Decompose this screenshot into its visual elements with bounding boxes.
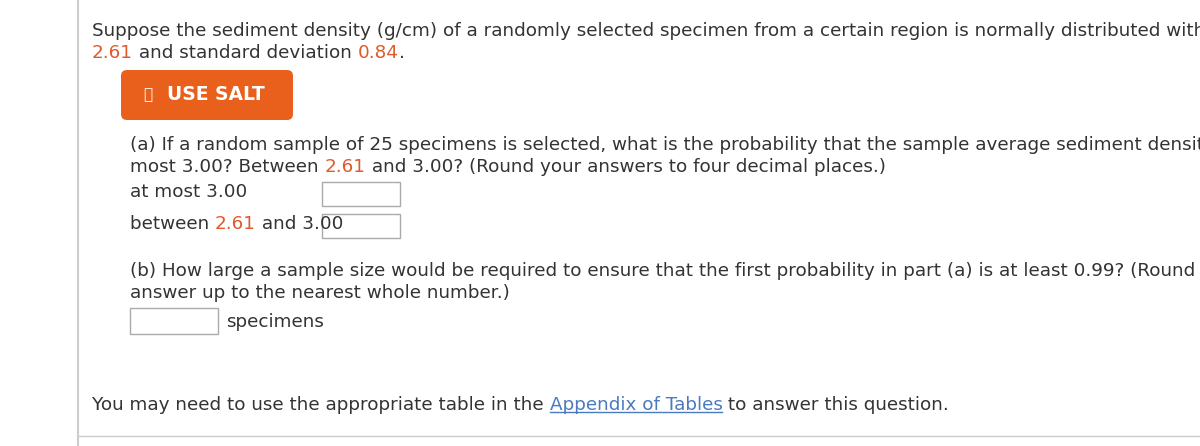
Text: 2.61: 2.61: [215, 215, 256, 233]
Bar: [130, 308, 218, 334]
Bar: [322, 182, 400, 206]
Text: at most 3.00: at most 3.00: [130, 183, 247, 201]
Text: (b) How large a sample size would be required to ensure that the first probabili: (b) How large a sample size would be req…: [130, 262, 1200, 280]
Text: Appendix of Tables: Appendix of Tables: [550, 396, 722, 414]
Text: and 3.00: and 3.00: [256, 215, 343, 233]
Text: .: .: [398, 44, 404, 62]
Text: USE SALT: USE SALT: [167, 86, 265, 104]
Text: Suppose the sediment density (g/cm) of a randomly selected specimen from a certa: Suppose the sediment density (g/cm) of a…: [92, 22, 1200, 40]
Text: 2.61: 2.61: [324, 158, 366, 176]
Text: and 3.00? (Round your answers to four decimal places.): and 3.00? (Round your answers to four de…: [366, 158, 886, 176]
Text: 2.61: 2.61: [92, 44, 133, 62]
Text: to answer this question.: to answer this question.: [722, 396, 949, 414]
Text: specimens: specimens: [226, 313, 324, 331]
Bar: [322, 214, 400, 238]
Text: 🔖: 🔖: [143, 87, 152, 103]
FancyBboxPatch shape: [121, 70, 293, 120]
Text: between: between: [130, 215, 215, 233]
Text: answer up to the nearest whole number.): answer up to the nearest whole number.): [130, 284, 510, 302]
Text: You may need to use the appropriate table in the: You may need to use the appropriate tabl…: [92, 396, 550, 414]
Text: (a) If a random sample of 25 specimens is selected, what is the probability that: (a) If a random sample of 25 specimens i…: [130, 136, 1200, 154]
Text: and standard deviation: and standard deviation: [133, 44, 358, 62]
Text: 0.84: 0.84: [358, 44, 398, 62]
Text: most 3.00? Between: most 3.00? Between: [130, 158, 324, 176]
